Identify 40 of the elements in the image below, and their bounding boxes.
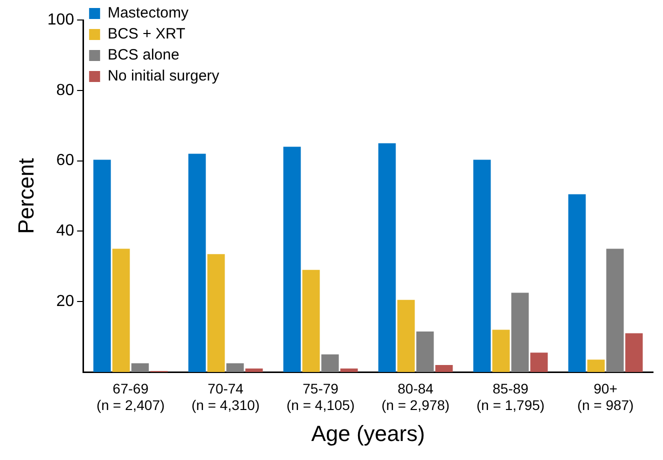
y-tick-label: 80 <box>56 82 74 99</box>
x-tick-label: 75-79 (n = 4,105) <box>286 380 355 414</box>
legend-label: No initial surgery <box>108 68 220 85</box>
y-tick-label: 20 <box>56 293 74 310</box>
bar <box>321 354 339 372</box>
legend-label: BCS alone <box>108 46 180 64</box>
x-tick-label: 80-84 (n = 2,978) <box>381 380 450 414</box>
bar <box>587 360 605 372</box>
bar <box>226 363 244 372</box>
legend-label: Mastectomy <box>108 4 189 22</box>
y-tick-label: 40 <box>56 222 74 240</box>
bar <box>340 368 358 372</box>
bar <box>378 143 396 372</box>
bar <box>131 363 149 372</box>
bar <box>397 300 415 372</box>
bar <box>473 160 491 372</box>
y-axis-title: Percent <box>13 158 38 234</box>
x-tick-label: 85-89 (n = 1,795) <box>476 380 545 414</box>
x-axis-title: Age (years) <box>311 420 425 446</box>
legend-label: BCS + XRT <box>108 26 186 43</box>
bar <box>492 330 510 372</box>
bar <box>207 254 225 372</box>
bar <box>188 154 206 372</box>
bar <box>283 146 301 372</box>
bar <box>93 160 111 372</box>
bar <box>530 352 548 372</box>
x-tick-label: 90+ (n = 987) <box>577 380 634 414</box>
y-tick-label: 100 <box>47 11 74 28</box>
bar <box>112 248 130 372</box>
bar <box>568 194 586 372</box>
x-tick-label: 67-69 (n = 2,407) <box>96 380 165 414</box>
bar <box>416 332 434 372</box>
bar <box>435 364 453 372</box>
bar <box>245 368 263 372</box>
bar <box>511 292 529 372</box>
bar <box>625 333 643 372</box>
bar <box>606 248 624 372</box>
y-tick-label: 60 <box>56 152 74 170</box>
x-tick-label: 70-74 (n = 4,310) <box>192 380 260 414</box>
bar <box>302 270 320 372</box>
